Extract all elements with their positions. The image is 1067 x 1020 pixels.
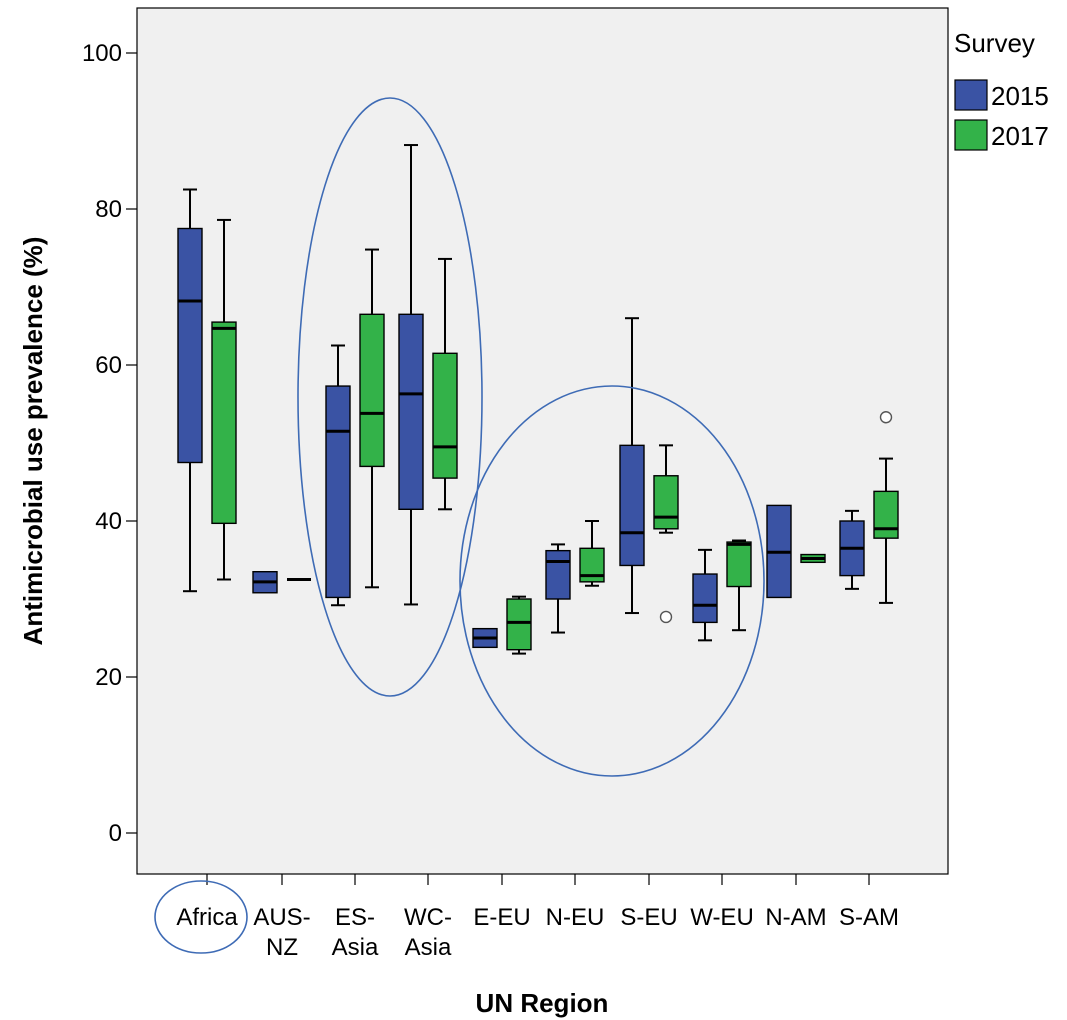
box-2015 xyxy=(177,188,203,593)
x-tick-label: S-EU xyxy=(620,904,677,931)
box-2015 xyxy=(619,317,645,615)
legend: Survey 2015 2017 xyxy=(954,28,1049,151)
box-iqr xyxy=(432,352,458,479)
x-tick-label: WC- xyxy=(404,904,452,931)
x-tick-label: N-EU xyxy=(546,904,605,931)
box-iqr xyxy=(545,549,571,600)
annotation-ellipses xyxy=(154,97,765,954)
x-tick-label: W-EU xyxy=(690,904,754,931)
box-2017 xyxy=(653,444,679,624)
box-iqr xyxy=(619,444,645,567)
box-2015 xyxy=(472,627,498,649)
box-iqr xyxy=(177,227,203,464)
box-iqr xyxy=(211,321,237,525)
outlier-point xyxy=(879,411,893,424)
y-tick-label: 0 xyxy=(109,820,122,847)
legend-swatch-2015 xyxy=(954,79,988,111)
box-iqr xyxy=(873,490,899,539)
box-2015 xyxy=(839,509,865,590)
box-2015 xyxy=(252,571,278,594)
box-iqr xyxy=(359,313,385,468)
x-tick-label: S-AM xyxy=(839,904,899,931)
box-2017 xyxy=(506,595,532,655)
box-2017 xyxy=(800,553,826,564)
y-tick-label: 40 xyxy=(95,508,122,535)
box-iqr xyxy=(653,475,679,530)
x-axis: Africa AUS- NZ ES- Asia WC- Asia E-EU N-EU S-EU W-… xyxy=(176,874,899,961)
plot-area xyxy=(136,7,949,875)
outlier-point xyxy=(659,610,673,624)
x-tick-label: Asia xyxy=(332,934,379,961)
x-tick-label: NZ xyxy=(266,934,298,961)
box-iqr xyxy=(506,598,532,651)
box-2015 xyxy=(398,144,424,606)
box-2015 xyxy=(545,543,571,634)
box-2015 xyxy=(325,344,351,607)
legend-swatch-2017 xyxy=(954,119,988,151)
legend-label-2015: 2015 xyxy=(991,81,1049,111)
y-axis: 0 20 40 60 80 100 xyxy=(82,40,137,847)
box-iqr xyxy=(726,541,752,588)
x-tick-label: AUS- xyxy=(253,904,310,931)
x-axis-title: UN Region xyxy=(476,988,609,1018)
legend-label-2017: 2017 xyxy=(991,121,1049,151)
y-tick-label: 80 xyxy=(95,196,122,223)
box-2015 xyxy=(692,548,718,642)
x-tick-label: ES- xyxy=(335,904,375,931)
box-2017 xyxy=(726,539,752,632)
x-tick-label: N-AM xyxy=(765,904,826,931)
box-2017 xyxy=(432,257,458,511)
y-tick-label: 60 xyxy=(95,352,122,379)
boxplot-series xyxy=(177,144,899,655)
y-axis-title: Antimicrobial use prevalence (%) xyxy=(18,237,48,646)
box-2017 xyxy=(873,411,899,604)
box-2017 xyxy=(359,248,385,589)
y-tick-label: 100 xyxy=(82,40,122,67)
box-2015 xyxy=(766,504,792,599)
x-tick-label: Asia xyxy=(405,934,452,961)
box-2017 xyxy=(211,218,237,581)
annotation-ellipse-europe xyxy=(459,385,765,777)
x-tick-label: Africa xyxy=(176,904,238,931)
annotation-ellipse-africa-label xyxy=(154,880,248,954)
box-iqr xyxy=(398,313,424,510)
box-2017 xyxy=(579,520,605,587)
x-tick-label: E-EU xyxy=(473,904,530,931)
legend-title: Survey xyxy=(954,28,1035,58)
y-tick-label: 20 xyxy=(95,664,122,691)
annotation-ellipse-asia xyxy=(297,97,483,697)
box-iqr xyxy=(692,573,718,624)
box-iqr xyxy=(325,385,351,599)
